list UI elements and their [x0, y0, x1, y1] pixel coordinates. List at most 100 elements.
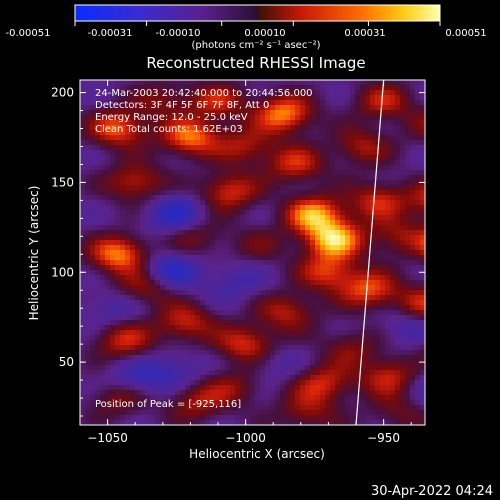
heatmap-cell — [310, 180, 316, 186]
heatmap-cell — [215, 280, 221, 286]
heatmap-cell — [150, 400, 156, 406]
heatmap-cell — [320, 395, 326, 401]
heatmap-cell — [220, 185, 226, 191]
heatmap-cell — [115, 140, 121, 146]
heatmap-cell — [80, 300, 86, 306]
heatmap-cell — [300, 420, 306, 425]
heatmap-cell — [250, 340, 256, 346]
heatmap-cell — [325, 260, 331, 266]
heatmap-cell — [140, 115, 146, 121]
heatmap-cell — [405, 365, 411, 371]
heatmap-cell — [205, 325, 211, 331]
heatmap-cell — [80, 365, 86, 371]
heatmap-cell — [400, 405, 406, 411]
heatmap-cell — [330, 370, 336, 376]
heatmap-cell — [300, 405, 306, 411]
heatmap-cell — [200, 265, 206, 271]
heatmap-cell — [250, 215, 256, 221]
heatmap-cell — [270, 230, 276, 236]
heatmap-cell — [255, 350, 261, 356]
heatmap-cell — [135, 170, 141, 176]
heatmap-cell — [385, 195, 391, 201]
heatmap-cell — [195, 95, 201, 101]
heatmap-cell — [100, 270, 106, 276]
heatmap-cell — [185, 325, 191, 331]
heatmap-cell — [350, 175, 356, 181]
heatmap-cell — [385, 135, 391, 141]
heatmap-cell — [195, 380, 201, 386]
heatmap-cell — [390, 255, 396, 261]
heatmap-cell — [220, 250, 226, 256]
heatmap-cell — [195, 405, 201, 411]
heatmap-cell — [340, 420, 346, 425]
heatmap-cell — [320, 370, 326, 376]
heatmap-cell — [125, 80, 131, 86]
heatmap-cell — [145, 115, 151, 121]
heatmap-cell — [320, 145, 326, 151]
heatmap-cell — [150, 310, 156, 316]
heatmap-cell — [160, 320, 166, 326]
heatmap-cell — [220, 230, 226, 236]
heatmap-cell — [210, 310, 216, 316]
heatmap-cell — [375, 265, 381, 271]
heatmap-cell — [285, 310, 291, 316]
heatmap-cell — [385, 415, 391, 421]
heatmap-cell — [320, 325, 326, 331]
heatmap-cell — [305, 380, 311, 386]
heatmap-cell — [180, 345, 186, 351]
heatmap-cell — [300, 125, 306, 131]
heatmap-cell — [165, 295, 171, 301]
heatmap-cell — [370, 355, 376, 361]
heatmap-cell — [150, 280, 156, 286]
heatmap-cell — [185, 115, 191, 121]
heatmap-cell — [200, 310, 206, 316]
heatmap-cell — [300, 390, 306, 396]
heatmap-cell — [340, 245, 346, 251]
heatmap-cell — [85, 355, 91, 361]
heatmap-cell — [335, 130, 341, 136]
heatmap-cell — [290, 145, 296, 151]
heatmap-cell — [305, 215, 311, 221]
heatmap-cell — [310, 320, 316, 326]
heatmap-cell — [395, 140, 401, 146]
heatmap-cell — [120, 415, 126, 421]
heatmap-cell — [410, 410, 416, 416]
heatmap-cell — [175, 130, 181, 136]
heatmap-cell — [325, 165, 331, 171]
heatmap-cell — [350, 135, 356, 141]
heatmap-cell — [255, 80, 261, 86]
heatmap-cell — [150, 415, 156, 421]
heatmap-cell — [340, 85, 346, 91]
heatmap-cell — [350, 355, 356, 361]
heatmap-cell — [315, 400, 321, 406]
heatmap-cell — [85, 410, 91, 416]
heatmap-cell — [160, 380, 166, 386]
heatmap-cell — [395, 95, 401, 101]
heatmap-cell — [175, 115, 181, 121]
heatmap-cell — [280, 330, 286, 336]
heatmap-cell — [370, 345, 376, 351]
heatmap-cell — [375, 195, 381, 201]
heatmap-cell — [265, 315, 271, 321]
heatmap-cell — [380, 185, 386, 191]
heatmap-cell — [145, 405, 151, 411]
heatmap-cell — [350, 150, 356, 156]
heatmap-cell — [365, 355, 371, 361]
heatmap-cell — [90, 200, 96, 206]
heatmap-cell — [355, 345, 361, 351]
heatmap-cell — [395, 370, 401, 376]
heatmap-cell — [380, 335, 386, 341]
heatmap-cell — [350, 305, 356, 311]
heatmap-cell — [220, 105, 226, 111]
heatmap-cell — [340, 225, 346, 231]
heatmap-cell — [330, 330, 336, 336]
heatmap-cell — [185, 165, 191, 171]
heatmap-cell — [390, 420, 396, 425]
heatmap-cell — [185, 100, 191, 106]
heatmap-cell — [395, 415, 401, 421]
heatmap-cell — [115, 270, 121, 276]
heatmap-cell — [205, 100, 211, 106]
heatmap-cell — [235, 135, 241, 141]
heatmap-cell — [150, 200, 156, 206]
heatmap-cell — [400, 210, 406, 216]
